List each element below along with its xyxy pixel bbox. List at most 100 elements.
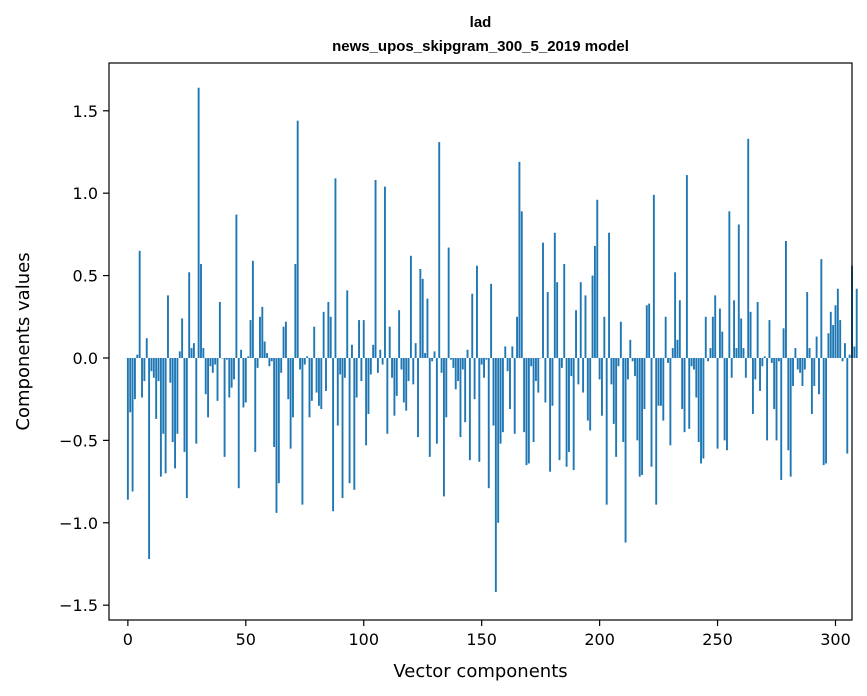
- bar: [518, 161, 521, 358]
- bar: [417, 357, 419, 438]
- bar: [157, 357, 160, 382]
- bar: [726, 357, 728, 451]
- bar: [820, 259, 823, 358]
- bar: [329, 316, 332, 358]
- bar: [419, 268, 422, 358]
- bar: [296, 120, 299, 358]
- bar: [256, 357, 259, 368]
- bar: [825, 357, 827, 464]
- bar: [310, 357, 313, 401]
- bar: [728, 211, 731, 358]
- bar: [148, 357, 151, 560]
- bar: [648, 303, 651, 358]
- bar: [714, 295, 717, 358]
- bar: [409, 255, 412, 358]
- bar: [141, 357, 143, 398]
- bar: [150, 357, 153, 372]
- bar: [853, 346, 856, 358]
- bar: [301, 357, 304, 505]
- bar: [445, 357, 448, 418]
- bar: [759, 357, 761, 391]
- bar: [643, 357, 646, 410]
- bar: [636, 357, 639, 441]
- bar: [395, 357, 398, 396]
- bar: [537, 357, 540, 393]
- bar: [237, 357, 240, 489]
- bar: [384, 186, 386, 358]
- bar: [735, 348, 738, 358]
- bar: [650, 357, 653, 467]
- bar: [695, 357, 698, 398]
- bar: [723, 357, 726, 441]
- bar: [664, 316, 667, 358]
- bar: [678, 300, 681, 358]
- bar: [638, 357, 641, 477]
- bar: [645, 305, 648, 358]
- bar: [372, 344, 375, 358]
- bar: [610, 357, 613, 385]
- bar: [688, 357, 691, 429]
- y-tick-label: −1.0: [59, 514, 98, 533]
- bar: [421, 278, 424, 358]
- bar: [280, 357, 283, 373]
- bar: [721, 331, 724, 358]
- bar: [143, 357, 146, 382]
- bar: [624, 357, 627, 543]
- bar: [551, 357, 554, 406]
- bar: [207, 357, 210, 418]
- bar: [457, 357, 460, 382]
- bar: [836, 288, 839, 358]
- bar: [660, 357, 662, 406]
- bar: [355, 357, 358, 398]
- bar: [376, 357, 379, 373]
- bar: [322, 311, 325, 358]
- bar: [468, 357, 471, 461]
- bar: [218, 301, 221, 358]
- bar: [155, 357, 158, 419]
- y-tick-label: 0.0: [73, 349, 98, 368]
- bar: [131, 357, 134, 492]
- bar: [818, 357, 820, 395]
- bar: [391, 357, 393, 378]
- bar: [839, 320, 842, 358]
- bar: [320, 357, 323, 410]
- bar-series: [126, 87, 858, 592]
- bar: [560, 357, 563, 368]
- bar: [471, 293, 474, 358]
- bar: [315, 357, 318, 393]
- bar: [846, 357, 849, 454]
- bar: [832, 325, 835, 358]
- bar: [652, 194, 655, 358]
- bar: [487, 357, 490, 489]
- bar: [336, 357, 339, 426]
- bar: [343, 357, 346, 378]
- bar: [129, 357, 132, 413]
- bar: [308, 357, 311, 418]
- y-tick-label: 0.5: [73, 267, 98, 286]
- bar: [843, 343, 846, 358]
- bar: [431, 357, 434, 362]
- bar: [225, 357, 228, 360]
- bar: [136, 354, 139, 358]
- bar: [629, 339, 632, 358]
- chart-title: lad: [470, 14, 492, 31]
- bar: [704, 316, 707, 358]
- bar: [266, 353, 268, 358]
- bar: [506, 357, 509, 372]
- bar: [556, 282, 559, 358]
- bar: [822, 357, 825, 466]
- bar: [400, 357, 403, 370]
- bar: [676, 339, 679, 358]
- bar: [379, 349, 382, 358]
- bar: [584, 295, 587, 358]
- bar: [671, 348, 674, 358]
- bar: [591, 275, 594, 358]
- bar: [185, 357, 188, 499]
- bar: [509, 357, 511, 410]
- bar: [563, 264, 566, 358]
- bar: [709, 348, 712, 358]
- bar: [367, 357, 370, 415]
- bar: [452, 357, 455, 368]
- bar: [152, 357, 155, 378]
- bar: [761, 357, 764, 367]
